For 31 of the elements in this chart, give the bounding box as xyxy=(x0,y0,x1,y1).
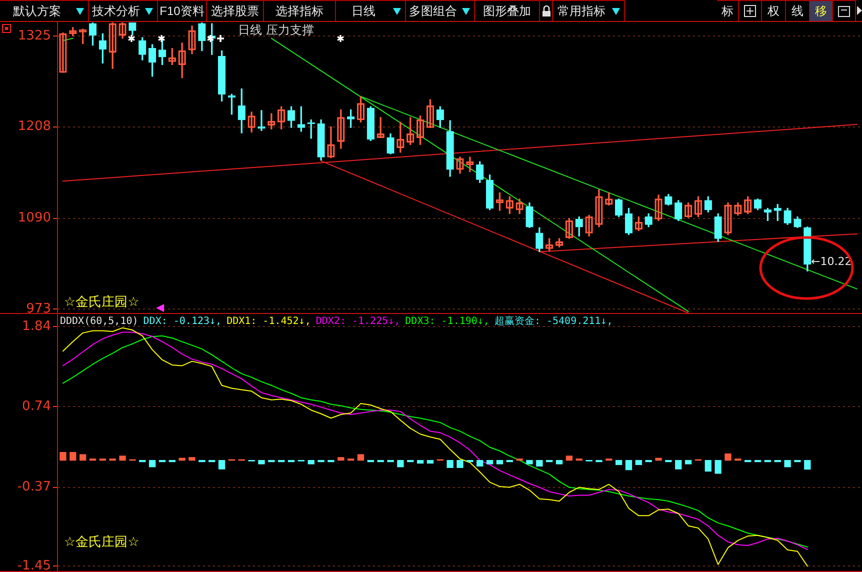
text: 默认方案 xyxy=(13,4,61,18)
text: DDX: -0.123↓, xyxy=(143,316,222,327)
chart-title: 日线 压力支撑 xyxy=(238,23,314,37)
y-tick-label: 1208 xyxy=(18,119,51,134)
annotation: ☆金氏庄园☆ xyxy=(64,295,140,310)
text: DDX3: -1.190↓, xyxy=(405,316,490,327)
text: 常用指标 xyxy=(558,4,606,18)
text: DDX2: -1.225↓, xyxy=(316,316,400,327)
text: 日线 xyxy=(352,4,376,18)
text: 选择指标 xyxy=(276,4,324,18)
text: 选择股票 xyxy=(211,4,259,18)
annotation: ☆金氏庄园☆ xyxy=(64,535,140,550)
text: 移 xyxy=(815,4,827,18)
text: 权 xyxy=(768,4,780,18)
y-tick-label: 0.74 xyxy=(22,398,51,414)
text: F10资料 xyxy=(160,4,204,18)
text: 多图组合 xyxy=(409,4,457,18)
text: DDX1: -1.452↓, xyxy=(226,316,311,327)
text: 标 xyxy=(722,4,734,18)
chart-title: DDDX(60,5,10) xyxy=(60,316,138,327)
y-tick-label: -0.37 xyxy=(17,480,51,495)
y-tick-label: -1.45 xyxy=(17,558,51,572)
y-tick-label: 1325 xyxy=(18,28,51,44)
text: 线 xyxy=(792,4,804,18)
text: 图形叠加 xyxy=(483,4,531,18)
y-tick-label: 1.84 xyxy=(22,318,51,334)
text: 技术分析 xyxy=(92,4,140,18)
y-tick-label: 973 xyxy=(26,301,51,316)
annotation: ←10.22 xyxy=(811,255,852,268)
y-tick-label: 1090 xyxy=(18,210,51,226)
annotation: 超赢资金: -5409.211↓, xyxy=(494,316,613,327)
